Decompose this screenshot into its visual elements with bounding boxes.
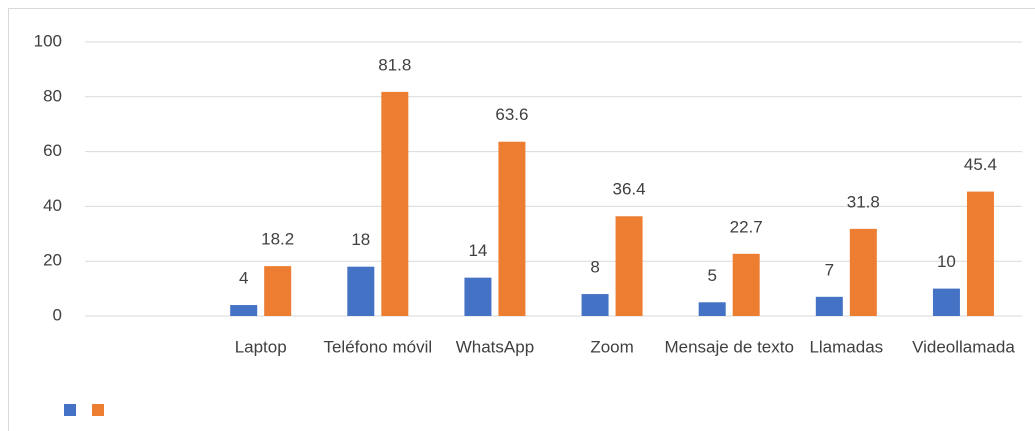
data-label: 36.4 xyxy=(613,180,646,199)
data-label: 5 xyxy=(707,266,716,285)
bar xyxy=(264,266,292,316)
y-tick-label: 0 xyxy=(53,305,62,324)
bar xyxy=(347,266,375,316)
bar xyxy=(381,91,409,316)
x-tick-label: Mensaje de texto xyxy=(664,337,793,356)
data-label: 81.8 xyxy=(378,55,411,74)
bar xyxy=(615,216,643,316)
data-label: 7 xyxy=(825,260,834,279)
legend-swatch xyxy=(92,404,104,416)
data-label: 63.6 xyxy=(495,105,528,124)
y-tick-label: 60 xyxy=(43,141,62,160)
data-label: 18 xyxy=(351,230,370,249)
data-label: 45.4 xyxy=(964,155,997,174)
y-tick-label: 80 xyxy=(43,86,62,105)
data-label: 14 xyxy=(468,241,487,260)
x-tick-label: WhatsApp xyxy=(456,337,534,356)
bar xyxy=(464,277,492,316)
x-tick-label: Zoom xyxy=(590,337,633,356)
bar xyxy=(815,296,843,316)
bar xyxy=(698,302,726,316)
data-label: 10 xyxy=(937,252,956,271)
bar xyxy=(966,191,994,316)
bar xyxy=(849,228,877,316)
data-label: 4 xyxy=(239,269,248,288)
x-tick-label: Llamadas xyxy=(809,337,883,356)
data-label: 22.7 xyxy=(730,217,763,236)
x-tick-label: Laptop xyxy=(235,337,287,356)
y-tick-label: 20 xyxy=(43,251,62,270)
bar xyxy=(932,288,960,316)
bar xyxy=(230,305,258,316)
data-label: 18.2 xyxy=(261,230,294,249)
x-tick-label: Videollamada xyxy=(912,337,1015,356)
legend-swatch xyxy=(64,404,76,416)
bar xyxy=(732,253,760,316)
data-label: 8 xyxy=(590,258,599,277)
y-tick-label: 40 xyxy=(43,196,62,215)
data-label: 31.8 xyxy=(847,192,880,211)
bar xyxy=(581,294,609,316)
bar xyxy=(498,141,526,316)
x-tick-label: Teléfono móvil xyxy=(323,337,432,356)
y-tick-label: 100 xyxy=(34,31,62,50)
